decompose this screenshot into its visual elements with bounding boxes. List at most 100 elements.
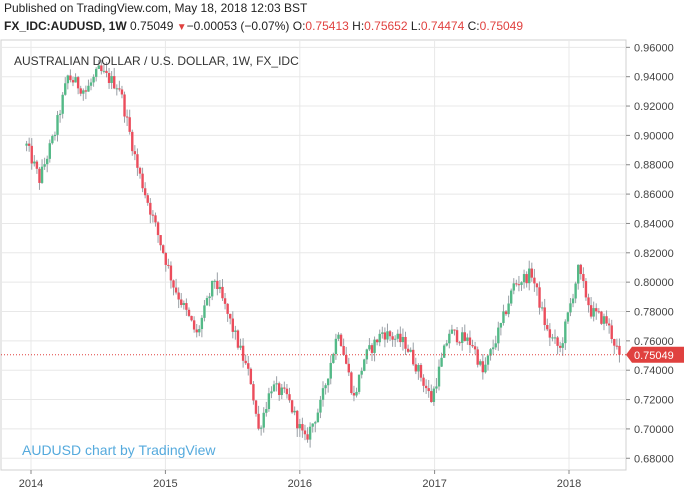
candle-body <box>370 345 374 353</box>
candle-body <box>522 274 526 283</box>
candle-body <box>375 339 379 343</box>
low-value: 0.74474 <box>420 19 465 33</box>
candle-body <box>357 374 361 392</box>
candle-body <box>272 384 276 392</box>
candle-body <box>25 143 28 146</box>
candle-body <box>569 303 572 313</box>
candle-body <box>461 332 464 343</box>
candle-body <box>277 383 281 395</box>
candle-body <box>551 337 554 339</box>
symbol-label[interactable]: FX_IDC:AUDUSD, 1W <box>4 19 127 33</box>
candle-body <box>538 287 541 308</box>
candle-body <box>187 309 191 316</box>
candle-body <box>138 167 142 174</box>
candle-body <box>378 333 381 343</box>
candle-body <box>548 329 552 338</box>
high-label: H: <box>352 19 365 33</box>
candle-body <box>440 357 443 367</box>
candle-body <box>342 345 345 355</box>
candle-body <box>100 65 103 71</box>
time-axis[interactable]: 2014 2015 2016 2017 2018 <box>19 470 581 490</box>
close-value: 0.75049 <box>479 19 524 33</box>
candle-body <box>30 145 33 164</box>
x-tick-label: 2014 <box>19 478 43 490</box>
candle-body <box>79 88 82 94</box>
candle-body <box>164 252 167 265</box>
candle-body <box>543 307 546 326</box>
candle-body <box>515 283 518 285</box>
candle-body <box>561 343 564 348</box>
candle-body <box>231 318 234 332</box>
candle-body <box>66 75 70 84</box>
candle-body <box>306 434 309 440</box>
candle-body <box>450 329 454 334</box>
candle-body <box>409 349 412 352</box>
candle-body <box>574 283 577 299</box>
candle-body <box>146 195 149 203</box>
current-price-tag: 0.75049 <box>626 346 684 363</box>
candle-body <box>74 77 77 83</box>
candle-body <box>479 361 482 365</box>
candle-body <box>556 337 559 346</box>
candle-body <box>180 299 183 305</box>
candle-body <box>540 307 544 309</box>
candle-body <box>203 305 206 318</box>
candle-body <box>442 345 446 358</box>
candle-body <box>89 82 93 86</box>
candle-body <box>226 303 229 314</box>
y-tick-label: 0.72000 <box>634 395 674 407</box>
candle-body <box>120 89 124 95</box>
candle-body <box>48 143 51 159</box>
candle-body <box>321 388 325 400</box>
candle-body <box>43 164 46 167</box>
candle-body <box>530 268 534 278</box>
candle-body <box>141 173 144 189</box>
candle-body <box>259 427 263 429</box>
candle-body <box>102 70 106 72</box>
x-tick-label: 2015 <box>153 478 177 490</box>
candle-body <box>285 388 289 395</box>
candle-body <box>419 364 423 378</box>
candle-body <box>491 347 495 350</box>
y-tick-label: 0.78000 <box>634 307 674 319</box>
candle-body <box>363 359 366 371</box>
candle-body <box>223 298 227 304</box>
y-tick-label: 0.80000 <box>634 277 674 289</box>
candle-body <box>51 136 54 144</box>
candle-body <box>92 76 95 83</box>
candle-body <box>241 345 245 361</box>
candle-body <box>110 76 113 83</box>
candle-body <box>406 348 410 352</box>
last-price: 0.75049 <box>130 19 174 33</box>
candle-body <box>365 349 369 360</box>
candle-body <box>27 143 31 146</box>
candle-body <box>192 320 196 330</box>
candle-body <box>368 345 371 350</box>
candle-body <box>290 400 294 413</box>
candle-body <box>613 339 616 346</box>
candle-body <box>61 94 64 114</box>
y-tick-label: 0.88000 <box>634 160 674 172</box>
candle-body <box>244 360 247 364</box>
candle-body <box>512 283 515 291</box>
published-line: Published on TradingView.com, May 18, 20… <box>4 1 308 15</box>
candle-body <box>105 70 108 74</box>
candle-body <box>205 298 209 306</box>
open-value: 0.75413 <box>305 19 349 33</box>
candle-body <box>453 329 456 331</box>
candle-body <box>373 339 376 353</box>
candle-body <box>582 274 585 282</box>
candle-body <box>584 281 588 298</box>
candle-body <box>605 316 608 324</box>
candle-body <box>314 422 317 424</box>
candle-body <box>517 284 521 286</box>
candle-body <box>430 391 433 402</box>
candle-body <box>33 161 36 164</box>
candle-body <box>293 410 296 413</box>
candle-body <box>486 355 490 365</box>
candle-body <box>424 385 428 389</box>
y-tick-label: 0.96000 <box>634 42 674 54</box>
price-change: −0.00053 (−0.07%) <box>186 19 290 33</box>
price-axis[interactable]: 0.96000 0.94000 0.92000 0.90000 0.88000 0.860… <box>626 42 674 465</box>
